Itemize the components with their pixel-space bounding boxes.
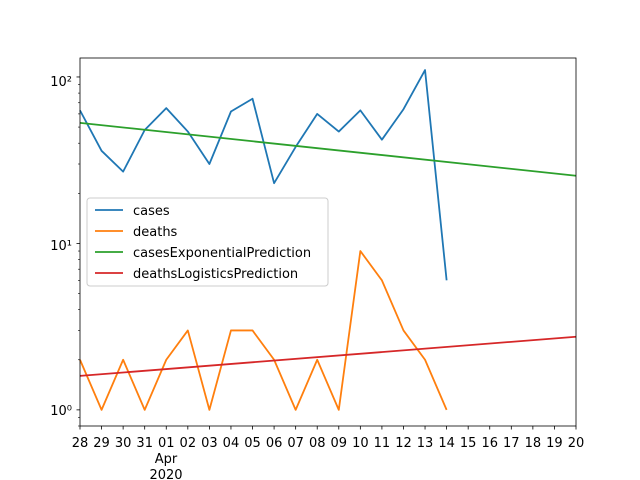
x-tick-label: 07 — [287, 436, 304, 451]
x-tick-label: 06 — [266, 436, 283, 451]
x-tick-label: 15 — [460, 436, 477, 451]
x-tick-label: 16 — [481, 436, 498, 451]
series-line-deaths-logistics-prediction — [79, 335, 577, 377]
x-tick-label: 10 — [352, 436, 369, 451]
legend-label-deaths-logistics-prediction: deathsLogisticsPrediction — [133, 267, 298, 282]
y-tick-label: 10⁰ — [50, 404, 72, 419]
x-secondary-label-month: Apr — [155, 452, 178, 467]
x-tick-label: 11 — [374, 436, 391, 451]
x-tick-label: 29 — [93, 436, 110, 451]
legend-label-cases: cases — [133, 204, 170, 219]
legend-label-cases-exponential-prediction: casesExponentialPrediction — [133, 246, 311, 261]
x-tick-label: 30 — [115, 436, 132, 451]
x-tick-label: 01 — [158, 436, 175, 451]
series-line-deaths — [79, 250, 448, 411]
x-tick-label: 03 — [201, 436, 218, 451]
x-tick-label: 08 — [309, 436, 326, 451]
x-tick-label: 19 — [546, 436, 563, 451]
axes-frame — [79, 57, 577, 427]
legend: cases deaths casesExponentialPrediction … — [86, 197, 329, 287]
x-tick-label: 04 — [223, 436, 240, 451]
x-tick-label: 12 — [395, 436, 412, 451]
series-line-cases-exponential-prediction — [79, 121, 577, 177]
x-tick-label: 09 — [331, 436, 348, 451]
x-tick-label: 14 — [438, 436, 455, 451]
x-tick-label: 28 — [72, 436, 89, 451]
y-tick-label: 10¹ — [50, 239, 72, 254]
plot-lines — [79, 69, 577, 411]
x-tick-label: 31 — [136, 436, 153, 451]
x-tick-label: 02 — [180, 436, 197, 451]
x-tick-label: 17 — [503, 436, 520, 451]
x-tick-label: 20 — [568, 436, 585, 451]
x-secondary-label-year: 2020 — [149, 468, 182, 480]
x-tick-label: 05 — [244, 436, 261, 451]
legend-frame — [86, 197, 329, 287]
series-line-cases — [79, 69, 448, 281]
legend-label-deaths: deaths — [133, 225, 178, 240]
y-tick-label: 10² — [50, 75, 72, 90]
x-tick-label: 18 — [525, 436, 542, 451]
y-axis: 10⁰ 10¹ 10² — [50, 75, 80, 427]
x-tick-label: 13 — [417, 436, 434, 451]
x-axis: 28 29 30 31 01 02 03 04 05 06 07 08 09 10 11 12 13 14 15 16… — [72, 426, 585, 451]
